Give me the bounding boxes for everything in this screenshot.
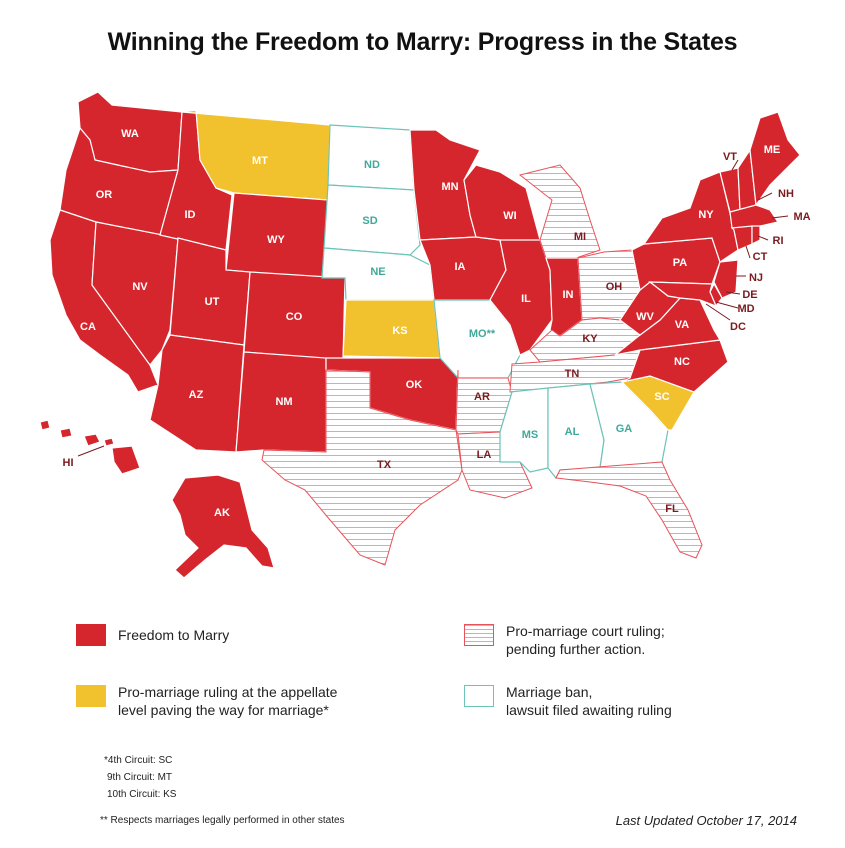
legend-label-freedom: Freedom to Marry [118, 627, 230, 643]
label-il: IL [521, 293, 531, 305]
state-nd[interactable] [327, 124, 415, 191]
legend-appellate-line2: level paving the way for marriage* [118, 702, 329, 718]
state-me[interactable] [749, 111, 801, 207]
label-al: AL [565, 426, 580, 438]
label-or: OR [96, 189, 113, 201]
label-mn: MN [441, 181, 458, 193]
state-hi[interactable] [39, 419, 141, 475]
legend-label-appellate: Pro-marriage ruling at the appellate lev… [118, 683, 337, 719]
label-wi: WI [503, 210, 516, 222]
legend-appellate-line1: Pro-marriage ruling at the appellate [118, 684, 338, 700]
label-az: AZ [189, 389, 204, 401]
label-nj: NJ [749, 272, 763, 284]
label-mt: MT [252, 155, 268, 167]
label-wa: WA [121, 128, 139, 140]
label-ky: KY [582, 333, 598, 345]
label-ct: CT [753, 251, 768, 263]
state-md[interactable] [648, 281, 718, 308]
label-ma: MA [793, 211, 810, 223]
label-ny: NY [698, 209, 714, 221]
footnote-circuit-4: *4th Circuit: SC [104, 755, 173, 766]
legend-label-pending: Pro-marriage court ruling; pending furth… [506, 622, 665, 658]
label-oh: OH [606, 281, 623, 293]
label-fl: FL [665, 503, 679, 515]
state-ri[interactable] [751, 225, 761, 245]
label-mo: MO** [469, 328, 496, 340]
label-nm: NM [275, 396, 292, 408]
label-vt: VT [723, 151, 737, 163]
label-wy: WY [267, 234, 285, 246]
last-updated: Last Updated October 17, 2014 [615, 813, 797, 828]
label-nh: NH [778, 188, 794, 200]
state-mi[interactable] [518, 164, 601, 261]
label-wv: WV [636, 311, 654, 323]
label-in: IN [563, 289, 574, 301]
legend-pending-line2: pending further action. [506, 641, 646, 657]
legend-swatch-pending [464, 624, 494, 646]
label-md: MD [737, 303, 754, 315]
legend-pending-line1: Pro-marriage court ruling; [506, 623, 665, 639]
label-mi: MI [574, 231, 586, 243]
label-nv: NV [132, 281, 148, 293]
label-me: ME [764, 144, 781, 156]
label-co: CO [286, 311, 303, 323]
label-ms: MS [522, 429, 539, 441]
label-va: VA [675, 319, 690, 331]
label-ne: NE [370, 266, 385, 278]
footnote-circuit-10: 10th Circuit: KS [107, 789, 177, 800]
label-tx: TX [377, 459, 392, 471]
state-ct[interactable] [730, 225, 753, 251]
label-ak: AK [214, 507, 230, 519]
legend-swatch-appellate [76, 685, 106, 707]
state-tx[interactable] [261, 369, 463, 566]
state-ak[interactable] [171, 474, 275, 579]
label-dc: DC [730, 321, 746, 333]
label-sd: SD [362, 215, 377, 227]
label-ks: KS [392, 325, 407, 337]
legend-swatch-freedom [76, 624, 106, 646]
legend-ban-line1: Marriage ban, [506, 684, 593, 700]
footnote-circuits: *4th Circuit: SC 9th Circuit: MT 10th Ci… [104, 752, 176, 803]
legend-label-ban: Marriage ban, lawsuit filed awaiting rul… [506, 683, 672, 719]
label-ca: CA [80, 321, 96, 333]
label-la: LA [477, 449, 492, 461]
state-sd[interactable] [323, 184, 421, 256]
label-ut: UT [205, 296, 220, 308]
label-nd: ND [364, 159, 380, 171]
label-de: DE [742, 289, 757, 301]
state-nj[interactable] [713, 259, 739, 299]
label-nc: NC [674, 356, 690, 368]
state-fl[interactable] [555, 461, 703, 559]
label-ok: OK [406, 379, 423, 391]
label-ga: GA [616, 423, 633, 435]
label-sc: SC [654, 391, 669, 403]
label-pa: PA [673, 257, 688, 269]
page-title: Winning the Freedom to Marry: Progress i… [107, 28, 738, 56]
label-id: ID [185, 209, 196, 221]
footnote-circuit-9: 9th Circuit: MT [107, 772, 173, 783]
label-tn: TN [565, 368, 580, 380]
label-ri: RI [773, 235, 784, 247]
label-hi: HI [63, 457, 74, 469]
leader-lines [77, 159, 789, 457]
label-ar: AR [474, 391, 490, 403]
label-ia: IA [455, 261, 466, 273]
legend-ban-line2: lawsuit filed awaiting ruling [506, 702, 672, 718]
footnote-respects: ** Respects marriages legally performed … [100, 815, 345, 826]
legend-swatch-ban [464, 685, 494, 707]
us-map: WA OR CA NV ID MT WY UT CO AZ NM ND SD N… [39, 91, 811, 579]
